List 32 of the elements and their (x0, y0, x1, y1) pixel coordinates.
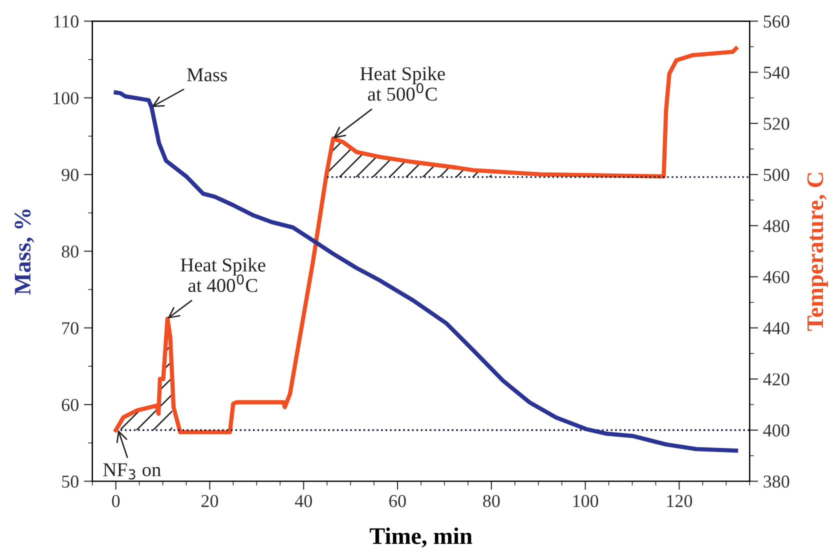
y2-tick-label: 380 (764, 476, 790, 488)
x-tick-label: 80 (483, 494, 500, 508)
y-axis-title: Mass, % (14, 209, 34, 295)
y-tick-label: 60 (62, 398, 78, 412)
y2-axis-title: Temperature, C (807, 172, 828, 331)
y-tick-label: 110 (54, 15, 78, 28)
y2-tick-label: 480 (763, 220, 790, 232)
x-tick-label: 60 (389, 494, 406, 508)
x-tick-label: 20 (201, 494, 218, 508)
annotation: Heat Spike at 400$^{0}$C (180, 258, 266, 292)
y-tick-label: 70 (62, 322, 78, 334)
y-tick-label: 80 (62, 245, 78, 258)
x-tick-label: 100 (573, 494, 598, 508)
x-tick-label: 40 (294, 494, 312, 508)
x-tick-label: 120 (667, 494, 692, 508)
y2-tick-label: 540 (764, 66, 790, 79)
y2-tick-label: 400 (763, 424, 790, 437)
annotation: Heat Spike at 500$^{0}$C (360, 66, 445, 101)
x-axis-title: Time, min (370, 527, 472, 548)
y2-tick-label: 560 (764, 15, 790, 28)
line-series (114, 46, 738, 434)
y2-tick-label: 460 (763, 271, 790, 284)
annotation: NF$_{3}$ on (103, 463, 161, 480)
x-tick-label: 0 (112, 494, 120, 508)
y-tick-label: 100 (54, 92, 78, 104)
y2-tick-label: 500 (764, 168, 790, 181)
y-tick-label: 90 (62, 168, 78, 181)
y2-tick-label: 420 (763, 373, 790, 386)
annotation: Mass (187, 68, 227, 82)
y-tick-label: 50 (62, 476, 78, 488)
y2-tick-label: 520 (764, 118, 790, 130)
y2-tick-label: 440 (763, 322, 790, 334)
